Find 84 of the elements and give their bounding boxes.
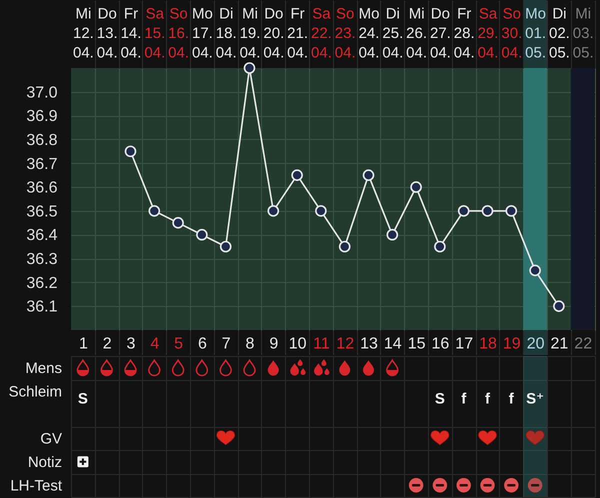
y-tick-label: 37.0 <box>26 84 58 102</box>
y-tick-label: 36.9 <box>26 108 58 126</box>
x2-tick-label: 2 <box>102 336 112 352</box>
point <box>386 228 398 241</box>
x2-tick-label: 9 <box>269 336 278 352</box>
point <box>362 169 374 181</box>
point <box>434 240 446 252</box>
text: S⁺ <box>526 390 544 408</box>
y-tick-label: 36.6 <box>26 180 58 197</box>
point <box>220 240 232 252</box>
x2-tick-label: 15 <box>408 336 426 352</box>
x-tick-label: So 23. 04. <box>334 6 356 62</box>
point <box>410 181 422 193</box>
text: S <box>434 390 445 408</box>
x-tick-label: Mi 03. 05. <box>572 6 594 62</box>
point <box>268 205 280 217</box>
y-tick-label: 36.3 <box>26 251 58 268</box>
x2-tick-label: 11 <box>313 336 330 352</box>
x-tick-label: Mi 26. 04. <box>406 6 428 62</box>
point <box>172 217 184 229</box>
category-label: Mens <box>25 360 62 377</box>
text: S <box>78 390 88 408</box>
x2-tick-label: 3 <box>126 336 136 352</box>
point <box>244 62 256 74</box>
x-tick-label: Sa 22. 04. <box>310 6 332 62</box>
x-tick-label: Di 02. 05. <box>548 6 570 62</box>
text: f <box>508 390 514 408</box>
point <box>482 205 494 217</box>
x2-tick-label: 7 <box>222 336 231 352</box>
category-label: Schleim <box>8 383 62 400</box>
x-tick-label: So 16. 04. <box>168 6 190 62</box>
x2-tick-label: 18 <box>479 336 497 352</box>
x2-tick-label: 4 <box>150 336 160 352</box>
x-tick-label: Sa 29. 04. <box>478 6 498 62</box>
y-tick-label: 36.8 <box>26 132 58 149</box>
x2-tick-label: 21 <box>550 336 568 352</box>
x-tick-label: Di 18. 04. <box>216 6 237 62</box>
x-tick-label: Do 27. 04. <box>430 6 451 62</box>
x-tick-label: Mi 19. 04. <box>240 6 260 62</box>
x2-tick-label: 8 <box>246 336 255 352</box>
x2-tick-label: 14 <box>384 336 402 352</box>
point <box>196 228 208 241</box>
x2-tick-label: 1 <box>78 336 88 352</box>
category-label: Notiz <box>28 454 62 471</box>
point <box>553 300 565 312</box>
x-tick-label: Mo 01. 05. <box>525 6 546 62</box>
x2-tick-label: 12 <box>336 336 354 352</box>
x2-tick-label: 20 <box>526 336 545 352</box>
x-tick-label: Do 20. 04. <box>263 6 284 62</box>
x-tick-label: So 30. 04. <box>501 6 522 62</box>
x2-tick-label: 6 <box>198 336 207 352</box>
x-tick-label: Sa 15. 04. <box>144 6 166 62</box>
x-tick-label: Fr 28. 04. <box>454 6 475 62</box>
text: f <box>461 390 466 408</box>
y-tick-label: 36.7 <box>26 156 58 173</box>
point <box>529 264 541 276</box>
text: f <box>485 390 490 408</box>
point <box>338 240 350 252</box>
x2-tick-label: 19 <box>502 336 521 352</box>
point <box>124 146 136 158</box>
x-tick-label: Mo 17. 04. <box>192 6 213 62</box>
point <box>291 169 303 181</box>
y-tick-label: 36.2 <box>26 274 58 292</box>
x-tick-label: Mo 24. 04. <box>358 6 380 62</box>
point <box>315 205 327 217</box>
x-tick-label: Fr 14. 04. <box>120 6 142 62</box>
point <box>506 205 518 217</box>
y-tick-label: 36.5 <box>26 203 58 220</box>
x-tick-label: Fr 21. 04. <box>287 6 308 62</box>
point <box>148 205 160 217</box>
point <box>458 205 470 217</box>
x2-tick-label: 17 <box>455 336 474 352</box>
x2-tick-label: 16 <box>432 336 450 352</box>
x2-tick-label: 10 <box>288 336 307 352</box>
x2-tick-label: 13 <box>360 336 378 352</box>
y-tick-label: 36.1 <box>26 298 58 316</box>
x-tick-label: Mi 12. 04. <box>72 6 94 62</box>
x-tick-label: Di 25. 04. <box>382 6 404 62</box>
x-tick-label: Do 13. 04. <box>96 6 118 62</box>
category-label: LH-Test <box>10 477 62 494</box>
x2-tick-label: 5 <box>174 336 184 352</box>
x2-tick-label: 22 <box>574 336 592 352</box>
y-tick-label: 36.4 <box>26 227 58 244</box>
category-label: GV <box>40 430 62 448</box>
